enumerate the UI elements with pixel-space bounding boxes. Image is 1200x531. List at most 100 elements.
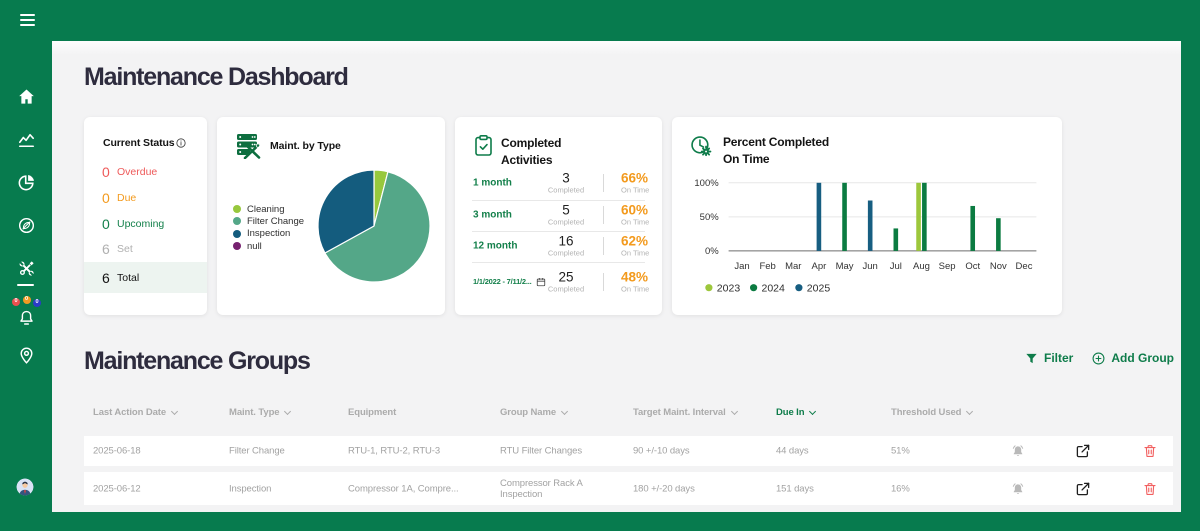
pie-chart-icon [18,174,34,190]
cell-last_action_date: 2025-06-18 [93,445,141,457]
column-header-label: Maint. Type [229,407,280,418]
percent-completed-header: Percent Completed On Time [689,134,829,167]
y-axis-label: 50% [700,212,720,223]
completed-activities-header: Completed Activities [475,135,561,168]
column-header-maint-type[interactable]: Maint. Type [229,407,291,418]
sidebar-item-maintenance[interactable] [16,258,36,278]
sidebar-item-sustainability[interactable] [16,215,36,235]
x-axis-label: Oct [965,261,980,272]
pie-legend-item: Filter Change [233,216,304,227]
table-row: 2025-06-18 Filter Change RTU-1, RTU-2, RTU… [84,436,1173,466]
trash-icon [1144,445,1156,457]
percent-completed-title-line2: On Time [723,151,770,166]
column-header-label: Target Maint. Interval [633,407,726,418]
status-value: 0 [102,190,110,206]
completed-label: Completed [547,185,585,195]
cell-last_action_date: 2025-06-12 [93,483,141,494]
completed-activities-title-line1: Completed [501,136,562,150]
activity-period: 3 month [473,210,512,221]
x-axis-label: Dec [1016,261,1033,272]
open-in-new-icon [1076,482,1090,495]
cell-due_in: 44 days [776,445,809,457]
percent-completed-card: Percent Completed On Time 0% 50% 100% Jan Feb… [672,117,1062,315]
legend-label: 2024 [762,282,786,294]
status-label: Upcoming [117,218,165,230]
clipboard-check-icon [475,135,492,156]
section-title: Maintenance Groups [84,347,311,375]
activity-row: 12 month 16 Completed 62% On Time [473,231,653,262]
x-axis-label: Mar [785,261,801,272]
column-header-due-in[interactable]: Due In [776,407,816,418]
completed-activities-title-line2: Activities [501,152,553,167]
sidebar-item-trends[interactable] [16,129,36,149]
status-value: 6 [102,269,110,286]
cell-equipment: RTU-1, RTU-2, RTU-3 [348,445,441,457]
on-time-label: On Time [621,284,650,293]
bell-ring-icon [1012,482,1024,494]
x-axis-label: Jun [863,261,878,272]
x-axis-label: Nov [990,261,1007,272]
delete-group-button[interactable] [1143,444,1158,459]
sidebar-item-home[interactable] [16,86,36,106]
table-header: Last Action Date Maint. Type Equipment Grou… [84,401,1173,425]
gear-clock-icon [691,136,712,157]
notification-badge: 0 [33,298,41,307]
activity-period: 1/1/2022 - 7/11/2... [473,277,546,287]
notification-badge: 0 [22,296,31,304]
status-row-due: 0 Due [84,185,207,211]
cell-equipment: Compressor 1A, Compre... [348,483,459,494]
menu-bar [20,19,35,22]
activity-period-label: 1/1/2022 - 7/11/2... [473,277,532,286]
trash-icon [1144,482,1156,495]
on-time-percent: 62% [621,233,649,249]
row-separator [472,199,645,201]
delete-group-button[interactable] [1143,481,1158,496]
x-axis-label: Feb [759,261,775,272]
y-axis-label: 100% [694,178,719,189]
legend-dot [233,229,241,238]
activity-period-label: 1 month [473,177,512,189]
bar-2025-Apr [816,182,822,251]
sidebar-item-reports[interactable] [16,172,36,192]
sort-chevron-icon [284,408,291,415]
x-axis-label: May [836,261,854,272]
column-header-equipment[interactable]: Equipment [348,407,396,418]
cell-group_name: Compressor Rack A Inspection [500,477,583,500]
open-group-button[interactable] [1076,481,1091,496]
column-header-target-maint-interval[interactable]: Target Maint. Interval [633,407,738,418]
legend-label: Cleaning [247,203,285,215]
column-header-label: Last Action Date [93,407,167,418]
calendar-icon[interactable] [536,277,546,287]
user-avatar[interactable] [16,478,34,496]
table-row: 2025-06-12 Inspection Compressor 1A, Compr… [84,472,1173,505]
x-axis-label: Sep [939,261,956,272]
open-group-button[interactable] [1076,444,1091,459]
status-label: Overdue [117,166,158,178]
completed-count: 3 [562,170,570,186]
avatar-icon [16,478,34,496]
sidebar-item-locations[interactable] [16,345,36,365]
maint-by-type-pie-chart [317,169,431,283]
sort-chevron-icon [966,408,973,415]
percent-completed-title: Percent Completed On Time [723,134,829,167]
info-icon[interactable] [176,138,186,148]
legend-label: null [247,240,262,252]
column-header-threshold-used[interactable]: Threshold Used [891,407,973,418]
divider [603,206,604,224]
menu-bar [20,14,35,17]
column-header-label: Due In [776,407,805,418]
column-header-last-action-date[interactable]: Last Action Date [93,407,178,418]
menu-icon[interactable] [20,14,35,27]
mute-notifications-button[interactable] [1011,481,1026,496]
on-time-percent: 60% [621,202,649,218]
sidebar-item-notifications[interactable] [16,307,36,327]
completed-count: 16 [558,233,574,249]
filter-button[interactable]: Filter [1025,351,1073,365]
add-group-button[interactable]: Add Group [1092,351,1174,365]
sort-chevron-icon [731,408,738,415]
maint-by-type-header: Maint. by Type [235,132,341,159]
column-header-group-name[interactable]: Group Name [500,407,568,418]
status-row-set: 6 Set [84,236,207,262]
home-icon [18,89,34,104]
mute-notifications-button[interactable] [1011,444,1026,459]
